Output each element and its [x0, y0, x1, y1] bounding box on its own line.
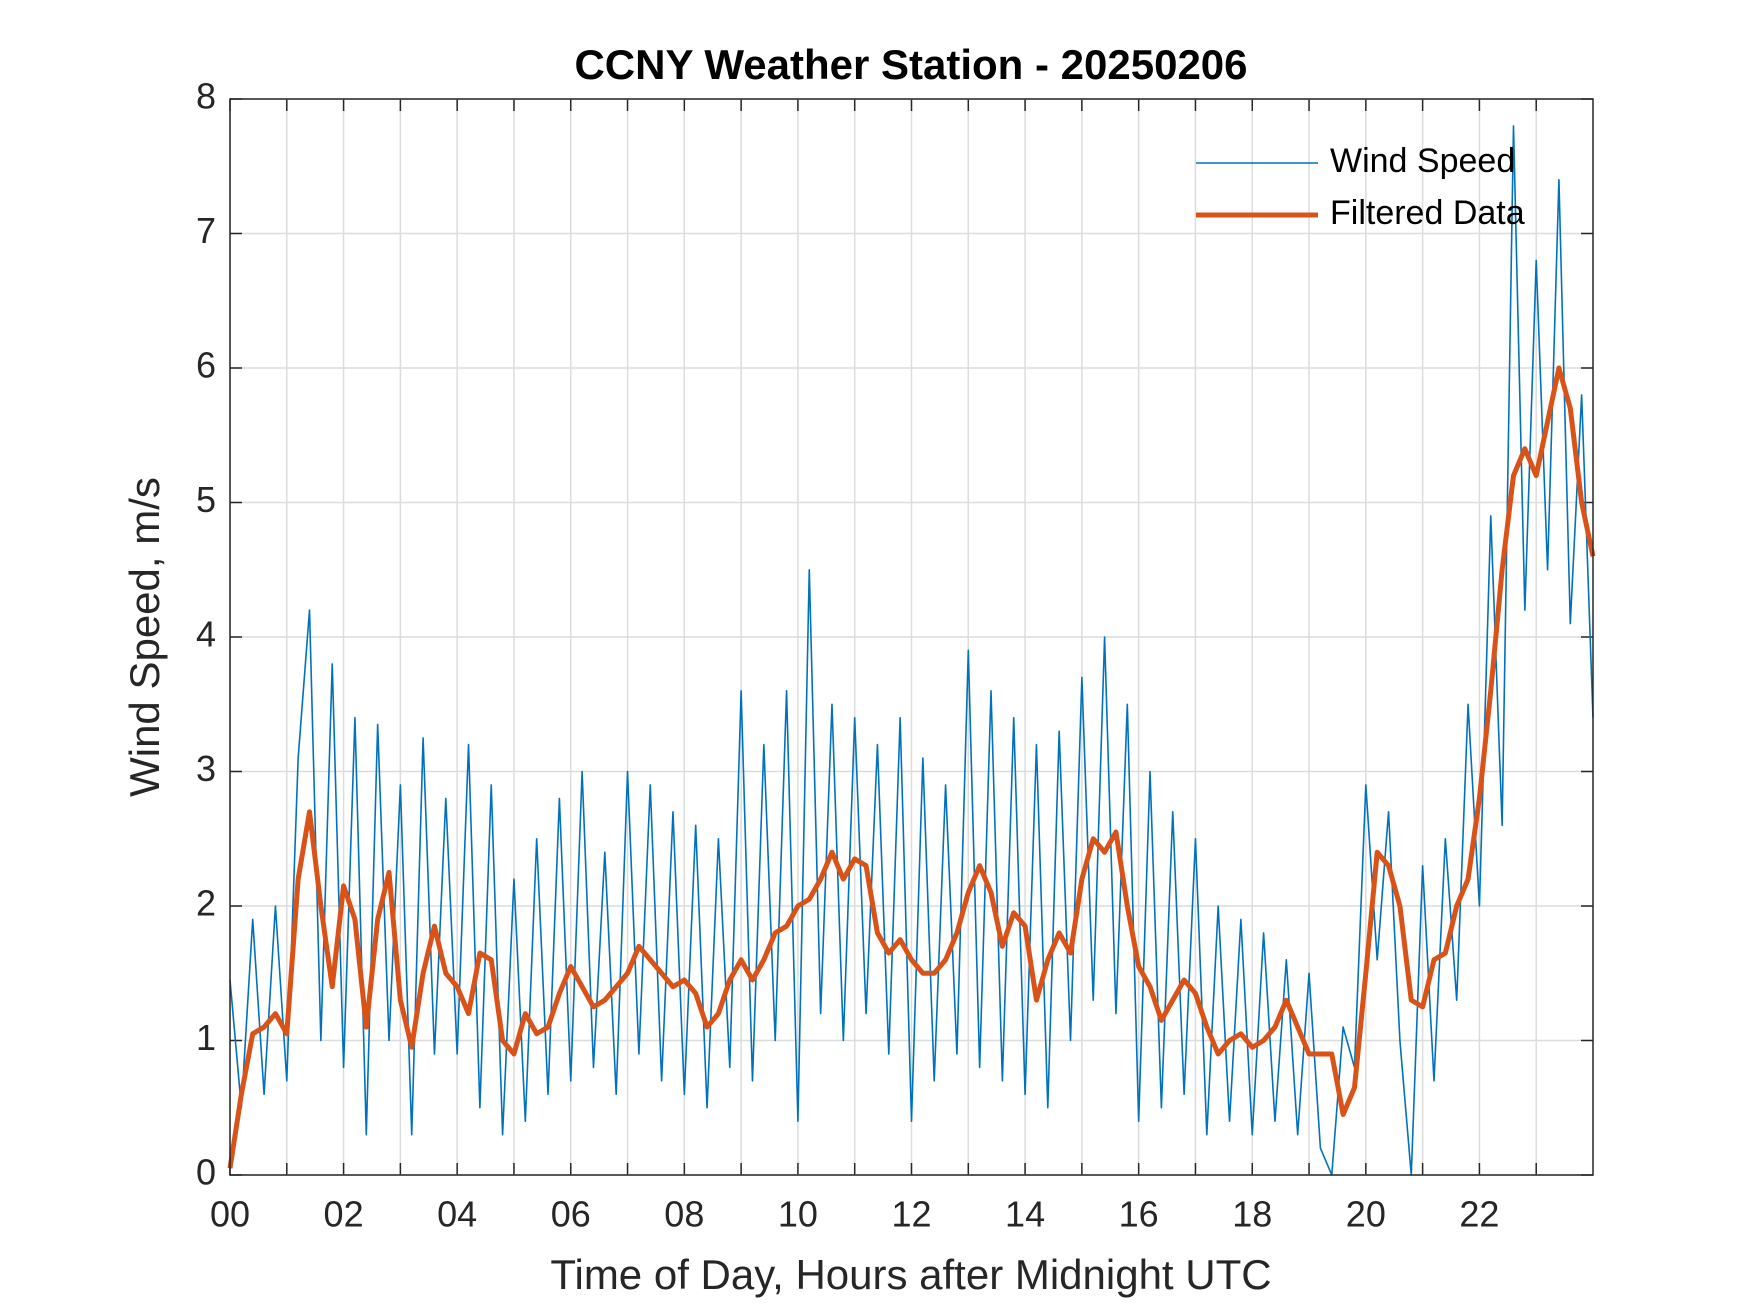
y-tick-label: 6 — [196, 345, 216, 386]
y-tick-label: 7 — [196, 210, 216, 251]
y-tick-label: 3 — [196, 748, 216, 789]
legend-label: Filtered Data — [1330, 194, 1525, 232]
x-tick-label: 18 — [1232, 1194, 1272, 1235]
y-axis-label: Wind Speed, m/s — [121, 477, 168, 797]
data-line — [229, 125, 1594, 1176]
x-axis-label: Time of Day, Hours after Midnight UTC — [550, 1251, 1271, 1298]
y-tick-label: 5 — [196, 479, 216, 520]
x-tick-label: 16 — [1119, 1194, 1159, 1235]
x-tick-label: 14 — [1005, 1194, 1045, 1235]
x-tick-label: 04 — [437, 1194, 477, 1235]
x-tick-label: 02 — [324, 1194, 364, 1235]
x-tick-label: 12 — [891, 1194, 931, 1235]
y-tick-label: 4 — [196, 614, 216, 655]
y-tick-label: 8 — [196, 76, 216, 117]
x-tick-label: 06 — [551, 1194, 591, 1235]
x-tick-label: 00 — [210, 1194, 250, 1235]
plot-frame — [229, 98, 1594, 1176]
y-tick-label: 1 — [196, 1017, 216, 1058]
x-tick-label: 20 — [1346, 1194, 1386, 1235]
x-tick-label: 08 — [664, 1194, 704, 1235]
y-tick-label: 0 — [196, 1152, 216, 1193]
x-tick-label: 22 — [1459, 1194, 1499, 1235]
x-tick-label: 10 — [778, 1194, 818, 1235]
data-line — [227, 365, 1596, 1169]
legend-label: Wind Speed — [1330, 142, 1515, 180]
y-tick-label: 2 — [196, 883, 216, 924]
chart-title: CCNY Weather Station - 20250206 — [574, 41, 1247, 88]
